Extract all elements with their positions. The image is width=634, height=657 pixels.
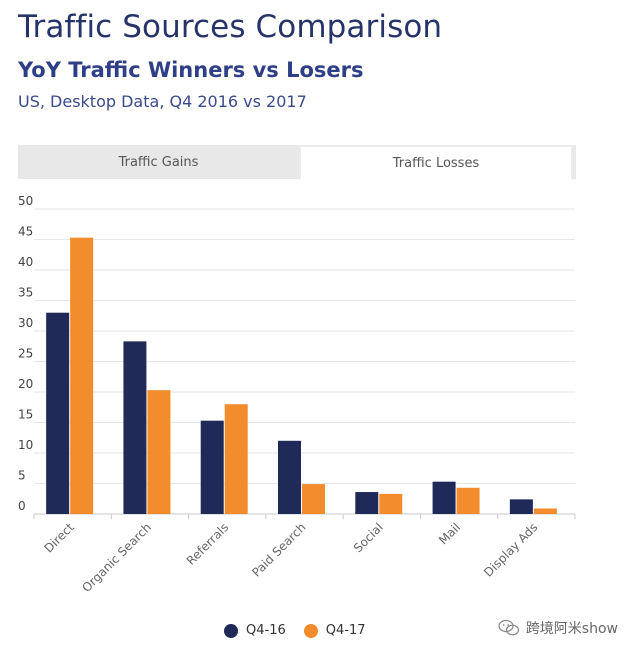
y-tick-label-25: 25 bbox=[18, 347, 33, 361]
y-tick-label-20: 20 bbox=[18, 377, 33, 391]
bar-organic-search-q4-17 bbox=[147, 390, 171, 514]
bar-direct-q4-16 bbox=[46, 312, 70, 514]
y-tick-label-50: 50 bbox=[18, 195, 33, 208]
bar-referrals-q4-17 bbox=[224, 404, 248, 514]
chart-legend: Q4-16 Q4-17 bbox=[224, 623, 384, 638]
x-tick-label-paid-search: Paid Search bbox=[249, 520, 308, 579]
bar-display-ads-q4-17 bbox=[533, 508, 557, 514]
bar-paid-search-q4-17 bbox=[302, 484, 325, 514]
x-tick-label-organic-search: Organic Search bbox=[79, 520, 154, 595]
y-tick-label-30: 30 bbox=[18, 316, 33, 330]
legend-swatch-q4-17 bbox=[303, 623, 318, 638]
y-tick-label-40: 40 bbox=[18, 255, 33, 269]
chart-caption: US, Desktop Data, Q4 2016 vs 2017 bbox=[18, 92, 307, 111]
bar-organic-search-q4-16 bbox=[123, 341, 147, 514]
legend-label-q4-17: Q4-17 bbox=[325, 623, 366, 638]
x-tick-label-display-ads: Display Ads bbox=[481, 520, 540, 579]
watermark: 跨境阿米show bbox=[498, 618, 618, 638]
bar-paid-search-q4-16 bbox=[278, 440, 301, 514]
bar-direct-q4-17 bbox=[70, 237, 94, 515]
legend-item-q4-17[interactable]: Q4-17 bbox=[303, 623, 366, 638]
y-tick-label-10: 10 bbox=[18, 438, 33, 452]
y-tick-label-15: 15 bbox=[18, 408, 33, 422]
legend-label-q4-16: Q4-16 bbox=[246, 623, 286, 638]
x-tick-label-social: Social bbox=[351, 520, 386, 555]
y-tick-label-45: 45 bbox=[18, 225, 33, 239]
bar-chart: 0 5 10 15 20 25 30 35 40 45 50 Direct Organic Search… bbox=[18, 195, 576, 595]
bar-mail-q4-17 bbox=[456, 487, 480, 514]
bar-social-q4-16 bbox=[355, 492, 379, 514]
legend-swatch-q4-16 bbox=[224, 623, 238, 638]
watermark-text: 跨境阿米show bbox=[525, 621, 618, 637]
x-tick-label-direct: Direct bbox=[41, 520, 77, 556]
x-tick-label-mail: Mail bbox=[436, 520, 463, 547]
y-tick-label-5: 5 bbox=[18, 469, 26, 483]
tab-bar: Traffic Gains Traffic Losses bbox=[18, 145, 576, 179]
bar-mail-q4-16 bbox=[432, 481, 456, 514]
tab-traffic-gains[interactable]: Traffic Gains bbox=[118, 154, 199, 170]
bar-social-q4-17 bbox=[379, 493, 403, 514]
chart-title: Traffic Sources Comparison bbox=[18, 9, 443, 45]
bar-referrals-q4-16 bbox=[200, 420, 224, 514]
legend-item-q4-16[interactable]: Q4-16 bbox=[224, 623, 286, 638]
tab-traffic-losses[interactable]: Traffic Losses bbox=[299, 145, 573, 179]
chart-subtitle: YoY Traffic Winners vs Losers bbox=[18, 58, 364, 82]
x-tick-label-referrals: Referrals bbox=[184, 520, 232, 568]
bar-display-ads-q4-16 bbox=[509, 499, 533, 514]
y-tick-label-35: 35 bbox=[18, 286, 33, 300]
y-tick-label-0: 0 bbox=[18, 499, 26, 513]
wechat-icon bbox=[498, 619, 519, 636]
